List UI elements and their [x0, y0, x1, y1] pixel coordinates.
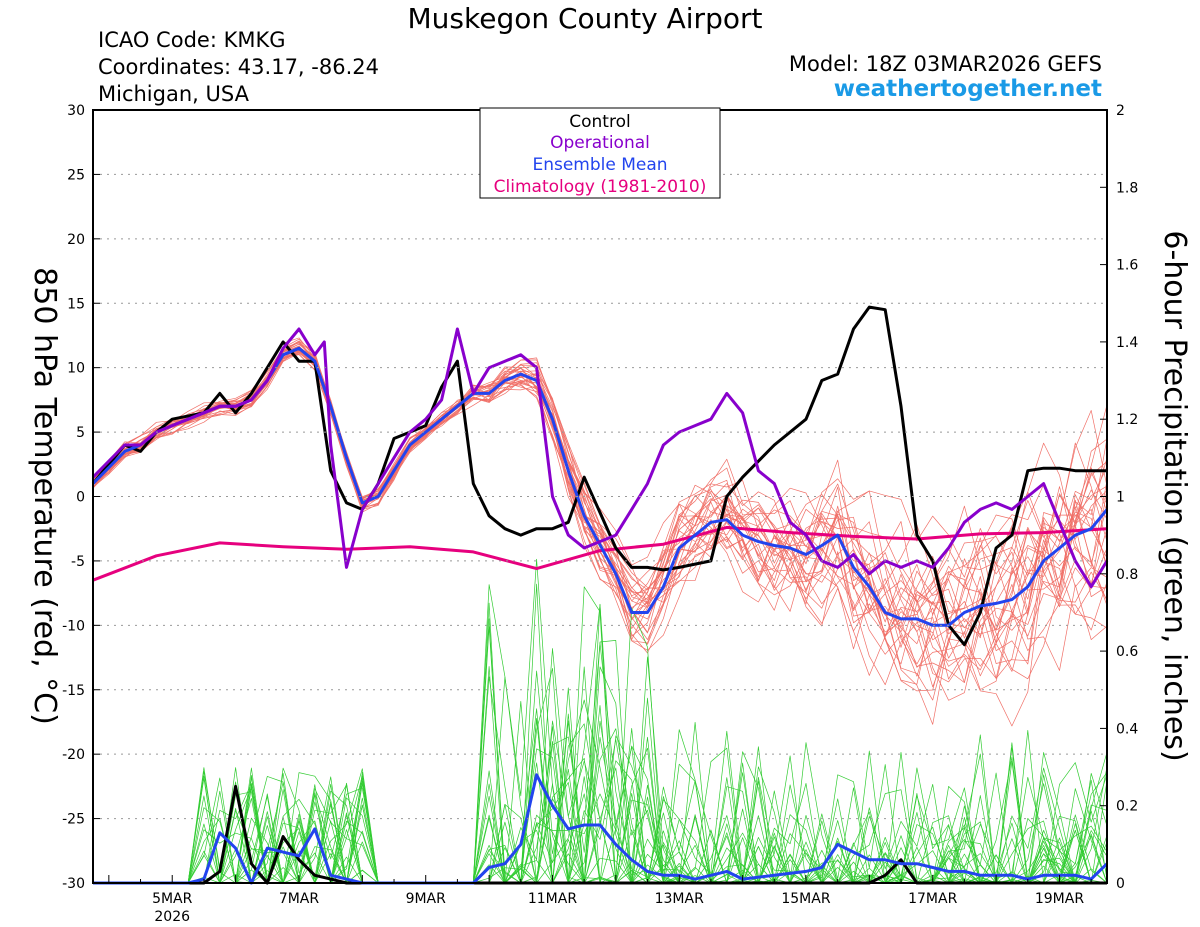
temperature-member-line: [92, 348, 1108, 628]
icao-code: ICAO Code: KMKG: [98, 28, 286, 52]
temperature-member-line: [92, 343, 1108, 664]
model-run: Model: 18Z 03MAR2026 GEFS: [788, 52, 1102, 76]
ensemble-mean-precipitation-line: [93, 773, 1109, 885]
legend-operational: Operational: [550, 133, 650, 153]
x-tick-label: 17MAR: [908, 891, 957, 907]
y-tick-label-right: 0: [1116, 876, 1125, 892]
y-tick-label-left: -30: [62, 876, 85, 892]
y-tick-label-right: 1: [1116, 490, 1125, 506]
y-tick-label-left: 25: [67, 167, 85, 183]
x-tick-label: 11MAR: [528, 891, 577, 907]
legend-climatology: Climatology (1981-2010): [494, 177, 707, 197]
precipitation-member-line: [93, 721, 1108, 884]
x-tick-year-label: 2026: [154, 909, 190, 925]
ensemble-mean-temperature-line: [91, 346, 1109, 627]
legend-ensemble-mean: Ensemble Mean: [532, 155, 667, 175]
y-tick-label-left: -5: [71, 554, 85, 570]
y-tick-label-left: 0: [76, 490, 85, 506]
x-tick-label: 15MAR: [781, 891, 830, 907]
y-tick-label-right: 1.8: [1116, 180, 1138, 196]
temperature-member-line: [92, 351, 1108, 651]
precipitation-member-line: [93, 737, 1108, 884]
y-tick-label-right: 0.4: [1116, 721, 1138, 737]
region: Michigan, USA: [98, 82, 249, 106]
temperature-member-line: [92, 345, 1108, 686]
coordinates: Coordinates: 43.17, -86.24: [98, 55, 379, 79]
y-tick-label-right: 1.2: [1116, 412, 1138, 428]
temperature-member-line: [92, 352, 1108, 701]
legend-control: Control: [569, 112, 630, 132]
x-tick-label: 13MAR: [655, 891, 704, 907]
temperature-member-line: [92, 349, 1108, 631]
y-axis-right-label: 6-hour Precipitation (green, inches): [1157, 230, 1192, 761]
y-tick-label-right: 0.6: [1116, 644, 1138, 660]
operational-temperature-line: [91, 327, 1109, 589]
legend: Control Operational Ensemble Mean Climat…: [479, 107, 721, 199]
x-tick-label: 9MAR: [406, 891, 447, 907]
y-tick-label-left: -15: [62, 683, 85, 699]
y-tick-label-right: 1.6: [1116, 258, 1138, 274]
y-tick-label-right: 0.2: [1116, 799, 1138, 815]
y-tick-label-left: -10: [62, 618, 85, 634]
y-tick-label-left: -25: [62, 812, 85, 828]
y-tick-label-right: 1.4: [1116, 335, 1138, 351]
x-tick-label: 19MAR: [1035, 891, 1084, 907]
x-tick-label: 5MAR: [152, 891, 193, 907]
y-tick-label-left: 10: [67, 361, 85, 377]
axes: 302520151050-5-10-15-20-25-3021.81.61.41…: [62, 103, 1138, 925]
temperature-member-line: [92, 342, 1108, 680]
y-tick-label-left: -20: [62, 747, 85, 763]
temperature-member-line: [92, 337, 1108, 616]
website-link[interactable]: weathertogether.net: [833, 76, 1102, 102]
y-tick-label-right: 0.8: [1116, 567, 1138, 583]
temperature-member-line: [92, 341, 1108, 643]
temperature-member-line: [92, 343, 1108, 639]
y-tick-label-left: 20: [67, 232, 85, 248]
precipitation-member-line: [93, 604, 1108, 884]
temperature-member-line: [92, 353, 1108, 637]
y-tick-label-left: 15: [67, 296, 85, 312]
temperature-member-line: [92, 347, 1108, 671]
climatology-temperature-line: [92, 525, 1108, 582]
y-tick-label-left: 5: [76, 425, 85, 441]
y-axis-left-label: 850 hPa Temperature (red, °C): [27, 267, 62, 725]
legend-box: [479, 107, 721, 199]
precipitation-member-line: [93, 734, 1108, 884]
y-tick-label-left: 30: [67, 103, 85, 119]
control-temperature-line: [91, 305, 1107, 647]
chart-title: Muskegon County Airport: [407, 2, 763, 35]
x-tick-label: 7MAR: [279, 891, 320, 907]
y-tick-label-right: 2: [1116, 103, 1125, 119]
